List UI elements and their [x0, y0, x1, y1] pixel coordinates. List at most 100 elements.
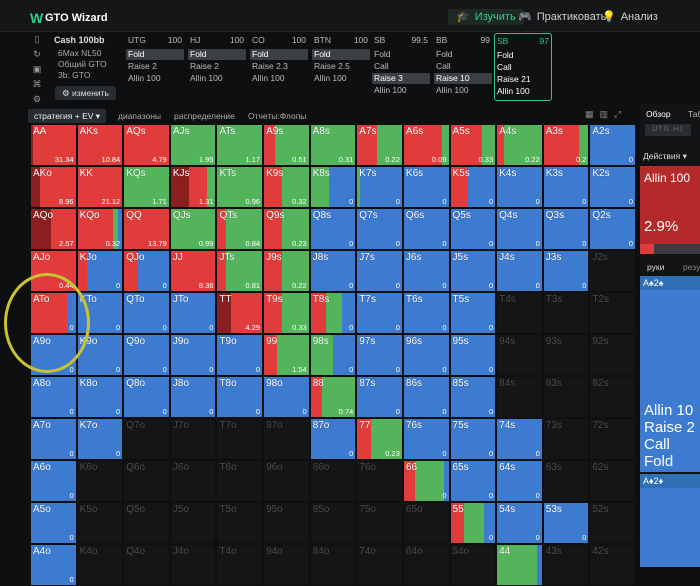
hand-cell[interactable]: Q6o	[123, 460, 170, 502]
hand-cell[interactable]: 76o	[356, 460, 403, 502]
action-option[interactable]: Call	[436, 61, 451, 71]
hand-cell[interactable]: T4o	[216, 544, 264, 586]
hand-cell[interactable]: 92s	[589, 334, 636, 376]
action-option[interactable]: Call	[497, 62, 512, 72]
hand-cell[interactable]: 65s 0	[449, 460, 497, 502]
hand-cell[interactable]: A3s 0.2	[542, 124, 590, 166]
hand-cell[interactable]: A8s 0.31	[309, 124, 357, 166]
hand-cell[interactable]: QTo 0	[123, 292, 170, 334]
hand-cell[interactable]: 62s	[589, 460, 636, 502]
hand-cell[interactable]: Q9s 0.23	[263, 208, 310, 250]
action-option[interactable]: Allin 100	[128, 73, 161, 83]
hand-cell[interactable]: KQs 1.71	[123, 166, 170, 208]
hand-cell[interactable]: 96s 0	[402, 334, 450, 376]
tab-flop-reports[interactable]: Отчеты:Флопы	[248, 111, 307, 121]
action-option[interactable]: Allin 100	[497, 86, 530, 96]
hand-cell[interactable]: AA 31.34	[30, 124, 77, 166]
action-option[interactable]: Allin 100	[252, 73, 285, 83]
hand-cell[interactable]: 43s	[542, 544, 590, 586]
hand-cell[interactable]: QTs 0.84	[216, 208, 264, 250]
hand-cell[interactable]: A2s 0	[589, 124, 636, 166]
hand-cell[interactable]: ATo 0	[30, 292, 77, 334]
action-option[interactable]: Call	[374, 61, 389, 71]
hand-cell[interactable]: Q5s 0	[449, 208, 497, 250]
expand-icon[interactable]: ⤢	[614, 109, 628, 119]
tab-distribution[interactable]: распределение	[174, 111, 235, 121]
hand-cell[interactable]: 99 1.54	[263, 334, 310, 376]
action-option[interactable]: Raise 10	[434, 73, 492, 84]
hand-cell[interactable]: T7o	[216, 418, 264, 460]
hand-cell[interactable]: A6s 0.09	[402, 124, 450, 166]
action-option[interactable]: Fold	[436, 49, 453, 59]
hand-cell[interactable]: T2s	[589, 292, 636, 334]
hand-cell[interactable]: K7o 0	[76, 418, 124, 460]
gamepad-small-icon[interactable]: ⌘	[32, 79, 42, 89]
hand-cell[interactable]: 87o 0	[309, 418, 357, 460]
hand-cell[interactable]: 95s 0	[449, 334, 497, 376]
hand-cell[interactable]: J2s	[589, 250, 636, 292]
hand-cell[interactable]: T3s	[542, 292, 590, 334]
position-bb[interactable]: BB 99 Fold Call Raise 10 Allin 100	[434, 33, 492, 101]
gto-wizard-logo-icon[interactable]: W	[30, 10, 44, 26]
save-icon[interactable]: ▣	[32, 64, 42, 74]
position-utg[interactable]: UTG 100 Fold Raise 2 Allin 100	[126, 33, 184, 101]
hand-cell[interactable]: 85s 0	[449, 376, 497, 418]
hand-cell[interactable]: K5s 0	[449, 166, 497, 208]
combo-header[interactable]: A♠2♠	[640, 276, 700, 290]
allin-summary[interactable]: Allin 100 2.9%	[640, 166, 700, 254]
hand-cell[interactable]: 86s 0	[402, 376, 450, 418]
hand-cell[interactable]: QJs 0.99	[169, 208, 217, 250]
hand-cell[interactable]: T9s 0.33	[263, 292, 310, 334]
hand-cell[interactable]: T5o	[216, 502, 264, 544]
hand-cell[interactable]: A4s 0.22	[496, 124, 543, 166]
position-co[interactable]: CO 100 Fold Raise 2.3 Allin 100	[250, 33, 308, 101]
hand-cell[interactable]: Q8s 0	[309, 208, 357, 250]
hand-cell[interactable]: K6o	[76, 460, 124, 502]
hand-cell[interactable]: KQo 0.32	[76, 208, 124, 250]
hand-cell[interactable]: 86o	[309, 460, 357, 502]
hand-cell[interactable]: 84s	[496, 376, 543, 418]
hand-cell[interactable]: K7s 0	[356, 166, 403, 208]
hand-cell[interactable]: KTo 0	[76, 292, 124, 334]
hand-cell[interactable]: 54o	[449, 544, 497, 586]
hand-cell[interactable]: T5s 0	[449, 292, 497, 334]
hand-cell[interactable]: 95o	[263, 502, 310, 544]
hand-cell[interactable]: 44	[496, 544, 543, 586]
hand-cell[interactable]: 94s	[496, 334, 543, 376]
action-option[interactable]: Allin 100	[190, 73, 223, 83]
hand-cell[interactable]: 66 0	[402, 460, 450, 502]
position-sb[interactable]: SB 99.5 Fold Call Raise 3 Allin 100	[372, 33, 430, 101]
hand-cell[interactable]: 63s	[542, 460, 590, 502]
hand-cell[interactable]: 93s	[542, 334, 590, 376]
hand-cell[interactable]: 83s	[542, 376, 590, 418]
tab-results[interactable]: резу	[683, 262, 700, 272]
hand-cell[interactable]: A4o 0	[30, 544, 77, 586]
hand-cell[interactable]: AJs 1.95	[169, 124, 217, 166]
hand-cell[interactable]: A5o 0	[30, 502, 77, 544]
tab-ranges[interactable]: диапазоны	[118, 111, 162, 121]
hand-cell[interactable]: 97o	[263, 418, 310, 460]
hand-cell[interactable]: JJ 8.36	[169, 250, 217, 292]
action-option[interactable]: Raise 2	[128, 61, 157, 71]
hand-cell[interactable]: KK 21.12	[76, 166, 124, 208]
action-option[interactable]: Fold	[374, 49, 391, 59]
position-sb[interactable]: SB 97 Fold Call Raise 21 Allin 100	[494, 33, 552, 101]
hand-cell[interactable]: Q2s 0	[589, 208, 636, 250]
action-option[interactable]: Allin 100	[436, 85, 469, 95]
actions-dropdown[interactable]: Действия ▾	[643, 151, 687, 162]
hand-cell[interactable]: K5o	[76, 502, 124, 544]
action-option[interactable]: Raise 2	[190, 61, 219, 71]
hand-cell[interactable]: AQs 4.79	[123, 124, 170, 166]
hand-cell[interactable]: 98s 0	[309, 334, 357, 376]
combo-header[interactable]: A♦2♦	[640, 474, 700, 488]
nav-practice[interactable]: 🎮 Практиковать	[518, 9, 606, 25]
hand-cell[interactable]: 55 0	[449, 502, 497, 544]
hand-cell[interactable]: J7o	[169, 418, 217, 460]
hand-cell[interactable]: J5o	[169, 502, 217, 544]
hand-cell[interactable]: 88 0.74	[309, 376, 357, 418]
hand-cell[interactable]: 52s	[589, 502, 636, 544]
action-option[interactable]: Raise 2.5	[314, 61, 350, 71]
hand-cell[interactable]: T6o	[216, 460, 264, 502]
hand-cell[interactable]: K4s 0	[496, 166, 543, 208]
hand-cell[interactable]: J5s 0	[449, 250, 497, 292]
